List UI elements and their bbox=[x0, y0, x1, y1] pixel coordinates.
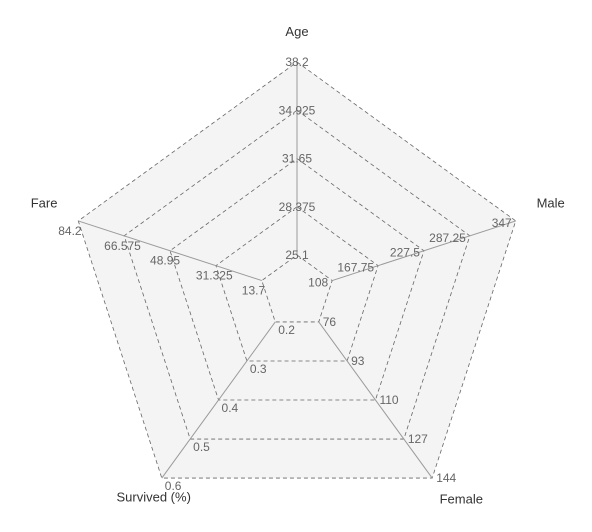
tick-label-male-2: 167.75 bbox=[337, 261, 374, 275]
grid-ring-5 bbox=[77, 61, 517, 479]
tick-label-survived-3: 0.4 bbox=[222, 401, 239, 415]
radar-grid bbox=[77, 61, 517, 479]
tick-label-male-3: 227.5 bbox=[390, 246, 420, 260]
tick-label-fare-4: 66.575 bbox=[104, 239, 141, 253]
radar-axes bbox=[78, 62, 516, 479]
axis-name-female: Female bbox=[440, 491, 483, 506]
axis-name-survived: Survived (%) bbox=[116, 489, 190, 504]
axis-line-survived bbox=[161, 321, 276, 479]
tick-label-female-1: 76 bbox=[323, 315, 337, 329]
radar-axis-names: Age Male Female Survived (%) Fare bbox=[31, 24, 565, 506]
grid-ring-3 bbox=[169, 158, 425, 401]
tick-label-fare-2: 31.325 bbox=[196, 269, 233, 283]
tick-label-female-3: 110 bbox=[379, 393, 398, 407]
grid-ring-4 bbox=[123, 109, 471, 440]
tick-label-female-5: 144 bbox=[436, 471, 456, 485]
tick-label-survived-2: 0.3 bbox=[250, 362, 267, 376]
tick-label-male-5: 347 bbox=[492, 216, 512, 230]
radar-background bbox=[78, 62, 516, 479]
tick-label-age-2: 28.375 bbox=[279, 200, 316, 214]
axis-name-male: Male bbox=[537, 196, 565, 211]
tick-label-age-4: 34.925 bbox=[279, 103, 316, 117]
tick-label-fare-1: 13.7 bbox=[242, 284, 266, 298]
axis-line-fare bbox=[78, 220, 262, 282]
tick-label-female-4: 127 bbox=[408, 432, 428, 446]
axis-line-female bbox=[318, 321, 433, 479]
tick-label-age-1: 25.1 bbox=[285, 248, 309, 262]
tick-label-age-5: 38.2 bbox=[285, 55, 309, 69]
tick-label-male-1: 108 bbox=[308, 276, 328, 290]
tick-label-survived-1: 0.2 bbox=[278, 323, 295, 337]
radar-fill bbox=[78, 62, 516, 479]
tick-label-female-2: 93 bbox=[351, 354, 365, 368]
radar-tick-labels: 25.1 28.375 31.65 34.925 38.2 108 167.75 227.5 2… bbox=[58, 55, 512, 493]
tick-label-fare-3: 48.95 bbox=[150, 254, 180, 268]
grid-ring-1 bbox=[261, 254, 333, 323]
tick-label-male-4: 287.25 bbox=[429, 231, 466, 245]
tick-label-survived-4: 0.5 bbox=[193, 440, 210, 454]
tick-label-survived-5: 0.6 bbox=[165, 479, 182, 493]
tick-label-fare-5: 84.2 bbox=[58, 224, 82, 238]
tick-label-age-3: 31.65 bbox=[282, 152, 312, 166]
axis-line-male bbox=[332, 220, 516, 282]
axis-name-fare: Fare bbox=[31, 196, 58, 211]
axis-name-age: Age bbox=[285, 24, 308, 39]
